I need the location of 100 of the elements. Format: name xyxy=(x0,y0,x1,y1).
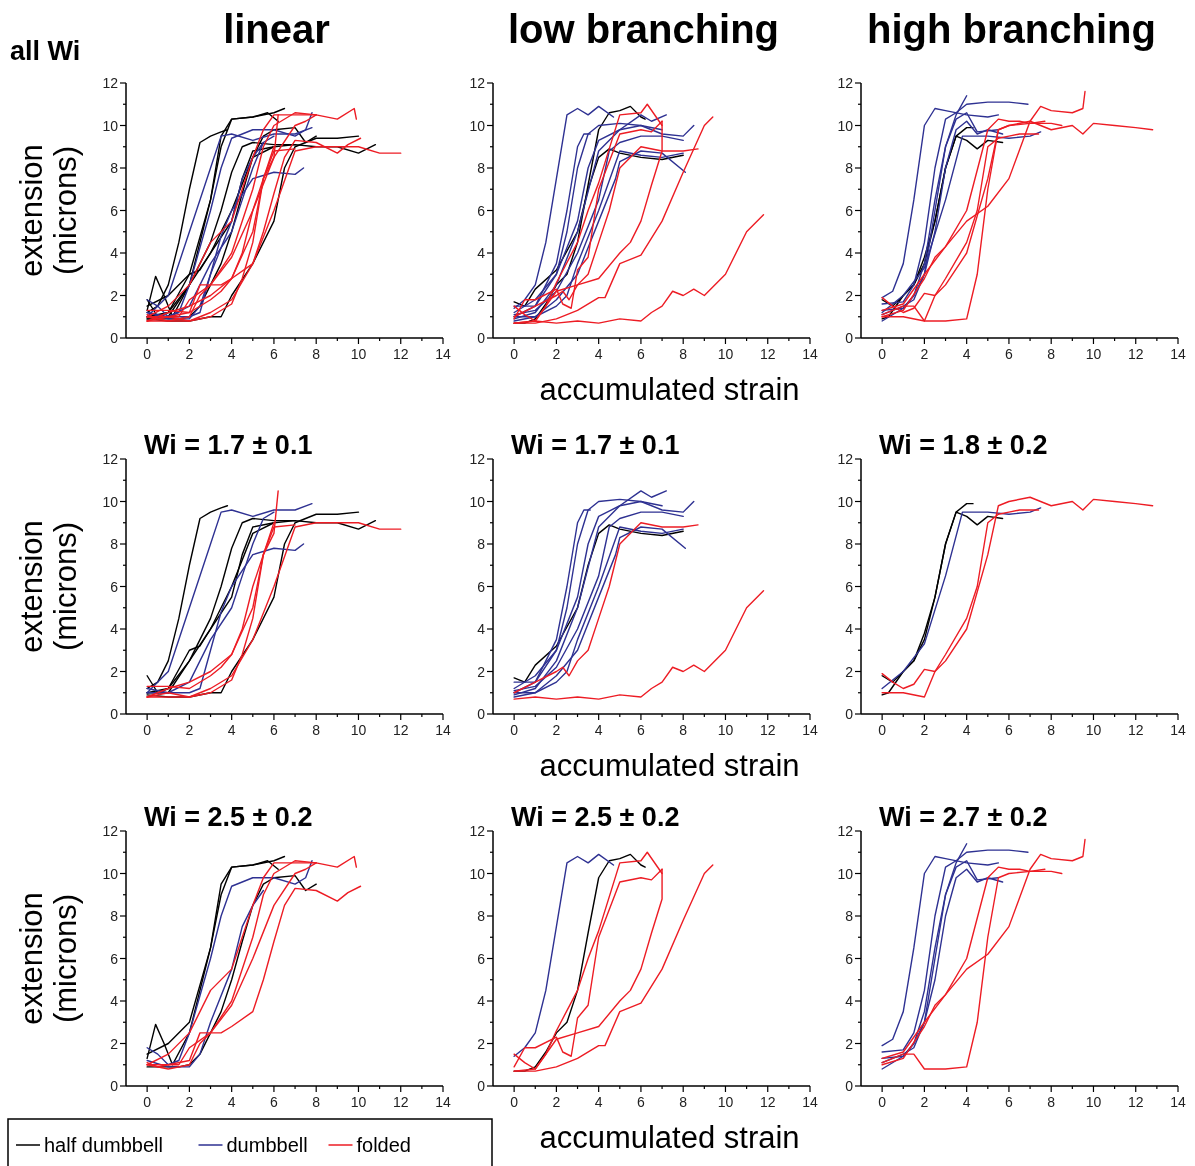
x-tick-label: 4 xyxy=(227,722,236,738)
x-tick-label: 10 xyxy=(350,722,367,738)
x-tick-label: 8 xyxy=(312,346,321,362)
x-tick-label: 4 xyxy=(227,1094,236,1110)
x-tick-label: 12 xyxy=(759,722,776,738)
y-tick-label: 2 xyxy=(110,1035,119,1052)
y-tick-label: 2 xyxy=(845,1035,854,1052)
y-tick-label: 2 xyxy=(845,287,854,304)
x-tick-label: 6 xyxy=(1005,1094,1014,1110)
y-tick-label: 0 xyxy=(477,706,486,722)
y-tick-label: 0 xyxy=(110,706,119,722)
y-tick-label: 10 xyxy=(102,117,119,134)
x-tick-label: 8 xyxy=(679,1094,688,1110)
x-tick-label: 12 xyxy=(392,722,409,738)
x-tick-label: 4 xyxy=(594,722,603,738)
x-tick-label: 14 xyxy=(435,722,451,738)
y-tick-label: 6 xyxy=(845,202,854,219)
y-axis-title: extension (microns) xyxy=(14,144,83,277)
x-tick-label: 14 xyxy=(1170,722,1186,738)
x-tick-label: 2 xyxy=(920,1094,929,1110)
y-axis-title: extension (microns) xyxy=(14,520,83,653)
x-tick-label: 4 xyxy=(594,346,603,362)
x-tick-label: 6 xyxy=(637,346,646,362)
x-tick-label: 0 xyxy=(878,346,887,362)
x-tick-label: 10 xyxy=(717,346,734,362)
x-tick-label: 12 xyxy=(392,346,409,362)
x-tick-label: 8 xyxy=(1047,1094,1056,1110)
y-tick-label: 6 xyxy=(845,950,854,967)
y-tick-label: 4 xyxy=(845,621,854,637)
x-tick-label: 12 xyxy=(1127,722,1144,738)
x-tick-label: 8 xyxy=(312,722,321,738)
legend-label: folded xyxy=(356,1134,411,1156)
y-tick-label: 12 xyxy=(469,823,486,839)
y-tick-label: 6 xyxy=(477,202,486,219)
y-tick-label: 4 xyxy=(845,245,854,261)
x-tick-label: 8 xyxy=(679,722,688,738)
x-tick-label: 6 xyxy=(637,1094,646,1110)
x-tick-label: 0 xyxy=(143,346,152,362)
x-tick-label: 8 xyxy=(679,346,688,362)
chart-title: Wi = 1.8 ± 0.2 xyxy=(879,430,1048,460)
x-tick-label: 14 xyxy=(802,1094,818,1110)
x-tick-label: 4 xyxy=(227,346,236,362)
y-tick-label: 10 xyxy=(469,865,486,882)
x-tick-label: 12 xyxy=(392,1094,409,1110)
y-tick-label: 12 xyxy=(837,75,854,91)
y-tick-label: 0 xyxy=(477,1078,486,1094)
x-tick-label: 2 xyxy=(920,346,929,362)
x-tick-label: 4 xyxy=(962,1094,971,1110)
y-tick-label: 6 xyxy=(477,950,486,967)
legend-label: half dumbbell xyxy=(44,1134,163,1156)
y-tick-label: 2 xyxy=(477,663,486,680)
y-tick-label: 12 xyxy=(102,823,119,839)
y-tick-label: 2 xyxy=(477,1035,486,1052)
y-tick-label: 2 xyxy=(110,663,119,680)
x-tick-label: 0 xyxy=(510,346,519,362)
legend-label: dumbbell xyxy=(226,1134,308,1156)
x-tick-label: 10 xyxy=(350,1094,367,1110)
y-tick-label: 0 xyxy=(845,330,854,346)
x-tick-label: 6 xyxy=(270,722,279,738)
x-tick-label: 0 xyxy=(878,1094,887,1110)
x-tick-label: 2 xyxy=(185,722,194,738)
x-tick-label: 14 xyxy=(1170,1094,1186,1110)
x-tick-label: 0 xyxy=(510,722,519,738)
y-tick-label: 8 xyxy=(477,160,486,176)
x-tick-label: 10 xyxy=(717,1094,734,1110)
x-tick-label: 10 xyxy=(350,346,367,362)
x-tick-label: 10 xyxy=(1085,1094,1102,1110)
y-tick-label: 10 xyxy=(102,865,119,882)
y-tick-label: 0 xyxy=(110,330,119,346)
x-tick-label: 12 xyxy=(759,1094,776,1110)
y-tick-label: 4 xyxy=(477,621,486,637)
x-tick-label: 0 xyxy=(878,722,887,738)
y-tick-label: 8 xyxy=(845,536,854,552)
x-tick-label: 6 xyxy=(1005,722,1014,738)
x-tick-label: 2 xyxy=(920,722,929,738)
chart-title: Wi = 1.7 ± 0.1 xyxy=(511,430,680,460)
y-tick-label: 0 xyxy=(477,330,486,346)
y-tick-label: 6 xyxy=(845,578,854,595)
x-tick-label: 8 xyxy=(1047,346,1056,362)
y-tick-label: 0 xyxy=(845,1078,854,1094)
x-tick-label: 14 xyxy=(802,722,818,738)
y-tick-label: 2 xyxy=(477,287,486,304)
x-tick-label: 0 xyxy=(510,1094,519,1110)
chart-title: high branching xyxy=(867,7,1156,51)
y-tick-label: 6 xyxy=(110,202,119,219)
x-tick-label: 2 xyxy=(552,346,561,362)
y-tick-label: 12 xyxy=(837,451,854,467)
y-tick-label: 6 xyxy=(110,578,119,595)
y-tick-label: 4 xyxy=(110,245,119,261)
x-tick-label: 4 xyxy=(962,722,971,738)
y-tick-label: 4 xyxy=(845,993,854,1009)
y-tick-label: 0 xyxy=(110,1078,119,1094)
y-tick-label: 12 xyxy=(837,823,854,839)
y-tick-label: 12 xyxy=(102,451,119,467)
x-tick-label: 4 xyxy=(962,346,971,362)
y-tick-label: 12 xyxy=(469,75,486,91)
y-tick-label: 8 xyxy=(477,536,486,552)
x-tick-label: 6 xyxy=(270,1094,279,1110)
x-tick-label: 10 xyxy=(1085,346,1102,362)
y-tick-label: 12 xyxy=(469,451,486,467)
